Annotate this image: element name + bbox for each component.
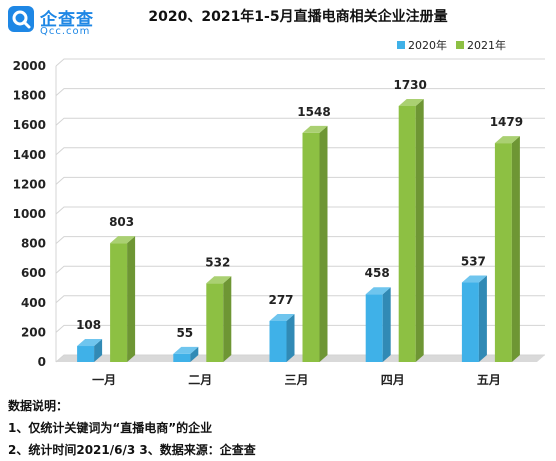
- brand-logo: 企查查 Qcc.com: [8, 4, 98, 40]
- bar-front: [461, 282, 479, 362]
- notes-line-2: 2、统计时间2021/6/3 3、数据来源：企查查: [8, 443, 256, 457]
- data-label: 532: [205, 255, 230, 269]
- bar-top: [365, 287, 391, 295]
- bar-top: [77, 339, 103, 347]
- y-tick-label: 200: [21, 325, 46, 339]
- bar-top: [110, 236, 136, 244]
- brand-name: 企查查: [40, 10, 94, 30]
- bar-side: [223, 276, 232, 362]
- legend-swatch: [456, 41, 464, 49]
- bar-front: [77, 346, 95, 362]
- y-tick-label: 400: [21, 296, 46, 310]
- bar-front: [365, 294, 383, 362]
- y-tick-label: 1200: [13, 177, 46, 191]
- gridline: [55, 236, 545, 244]
- bar-top: [302, 125, 328, 133]
- gridline: [55, 58, 545, 67]
- data-label: 1730: [393, 78, 426, 92]
- bar-side: [382, 287, 391, 362]
- bar-side: [94, 339, 103, 362]
- x-tick-label: 五月: [477, 373, 501, 387]
- bar-top: [494, 136, 520, 144]
- bar-front: [110, 243, 128, 362]
- bar-top: [206, 276, 232, 284]
- bar-front: [173, 353, 191, 362]
- brand-logo-icon: [8, 6, 34, 32]
- bar-chart: 0 200 400 600 800 1000 1200 1400 1600 1800 2000 202…: [13, 38, 545, 387]
- bar-front: [302, 132, 320, 362]
- bar-front: [269, 321, 287, 362]
- bar-top: [398, 98, 424, 106]
- gridline: [55, 147, 545, 156]
- x-tick-label: 四月: [381, 373, 405, 387]
- data-label: 108: [76, 318, 101, 332]
- legend-swatch: [397, 41, 405, 49]
- brand-domain: Qcc.com: [40, 26, 91, 37]
- bar-top: [173, 346, 199, 354]
- y-tick-label: 1400: [13, 148, 46, 162]
- bar-front: [206, 283, 224, 362]
- gridline: [55, 176, 545, 185]
- bar-side: [319, 125, 328, 363]
- y-tick-label: 1600: [13, 118, 46, 132]
- bar-top: [461, 275, 487, 283]
- notes-heading: 数据说明：: [8, 399, 69, 413]
- bar-side: [511, 136, 520, 362]
- data-label: 277: [268, 293, 293, 307]
- data-label: 803: [109, 215, 134, 229]
- bar-side: [286, 314, 295, 362]
- legend-label: 2021年: [467, 38, 506, 52]
- x-tick-label: 一月: [92, 373, 116, 387]
- x-tick-label: 三月: [284, 373, 308, 387]
- x-tick-label: 二月: [188, 373, 212, 387]
- bar-top: [269, 314, 295, 322]
- bar-front: [494, 143, 512, 362]
- y-tick-label: 1000: [13, 207, 46, 221]
- y-tick-label: 2000: [13, 59, 46, 73]
- y-tick-label: 600: [21, 266, 46, 280]
- gridline: [55, 206, 545, 215]
- data-label: 1479: [490, 115, 523, 129]
- data-label: 1548: [297, 105, 330, 119]
- data-label: 458: [365, 266, 390, 280]
- bar-side: [478, 275, 487, 362]
- y-tick-label: 800: [21, 237, 46, 251]
- gridline: [55, 265, 545, 274]
- bar-side: [127, 236, 136, 362]
- data-notes: 数据说明： 1、仅统计关键词为“直播电商”的企业 2、统计时间2021/6/3 …: [8, 395, 256, 461]
- notes-line-1: 1、仅统计关键词为“直播电商”的企业: [8, 421, 213, 435]
- legend-label: 2020年: [408, 38, 447, 52]
- bar-side: [190, 346, 199, 362]
- chart-title: 2020、2021年1-5月直播电商相关企业注册量: [148, 9, 448, 25]
- y-tick-label: 0: [38, 355, 46, 369]
- bar-front: [398, 105, 416, 363]
- gridline: [55, 88, 545, 96]
- data-label: 55: [176, 326, 193, 340]
- gridline: [55, 117, 545, 126]
- bar-side: [415, 98, 424, 363]
- data-label: 537: [461, 255, 486, 269]
- y-tick-label: 1800: [13, 89, 46, 103]
